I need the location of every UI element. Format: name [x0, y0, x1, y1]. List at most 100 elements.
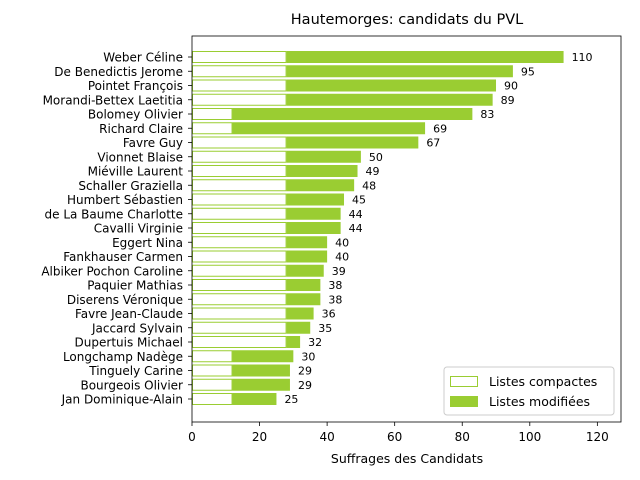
data-label: 49 — [366, 165, 380, 178]
bar-compact — [192, 108, 233, 120]
data-label: 30 — [301, 350, 315, 363]
bar-compact — [192, 122, 233, 135]
x-tick-label: 0 — [188, 430, 196, 444]
bar-modified — [286, 236, 328, 249]
bar-compact — [192, 364, 233, 377]
bar-compact — [192, 193, 287, 206]
y-tick-label: Bolomey Olivier — [88, 108, 183, 122]
plot-area: 110 Weber Céline 95 De Benedictis Jerome 90 P… — [41, 35, 622, 444]
bar-compact — [192, 236, 287, 249]
data-label: 29 — [298, 379, 312, 392]
data-label: 25 — [284, 393, 298, 406]
data-label: 29 — [298, 365, 312, 378]
y-tick-label: Humbert Sébastien — [67, 193, 183, 207]
data-label: 95 — [521, 65, 535, 78]
y-tick-label: Miéville Laurent — [88, 165, 184, 179]
data-label: 38 — [328, 279, 342, 292]
y-tick-label: Pointet François — [88, 79, 183, 93]
x-axis-label: Suffrages des Candidats — [331, 451, 483, 466]
data-label: 44 — [349, 222, 363, 235]
bar-compact — [192, 136, 287, 149]
y-tick-label: Diserens Véronique — [67, 293, 183, 307]
data-label: 48 — [362, 179, 376, 192]
bar-compact — [192, 378, 233, 391]
bar-compact — [192, 393, 233, 405]
y-tick-label: Vionnet Blaise — [97, 150, 183, 164]
y-tick-label: Favre Guy — [123, 136, 183, 150]
y-tick-label: de La Baume Charlotte — [45, 207, 184, 221]
legend: Listes compactes Listes modifiées — [443, 366, 615, 416]
bar-modified — [286, 222, 341, 234]
bar-modified — [232, 108, 473, 120]
bar-compact — [192, 93, 287, 106]
data-label: 39 — [332, 265, 346, 278]
bar-modified — [232, 350, 294, 363]
axes-frame — [191, 35, 622, 423]
data-label: 35 — [318, 322, 332, 335]
bar-modified — [232, 364, 290, 377]
bar-compact — [192, 65, 287, 78]
y-tick-label: Jaccard Sylvain — [91, 321, 183, 335]
data-label: 40 — [335, 251, 349, 264]
bar-compact — [192, 321, 287, 334]
data-label: 45 — [352, 194, 366, 207]
bar-compact — [192, 350, 233, 363]
data-label: 40 — [335, 236, 349, 249]
bar-compact — [192, 51, 287, 63]
y-tick-label: Dupertuis Michael — [75, 336, 183, 350]
y-tick-label: Richard Claire — [99, 122, 183, 136]
bar-modified — [286, 207, 341, 220]
y-tick-label: Jan Dominique-Alain — [61, 393, 183, 407]
y-tick-label: Fankhauser Carmen — [63, 250, 183, 264]
data-label: 32 — [308, 336, 322, 349]
bar-compact — [192, 264, 287, 277]
data-label: 90 — [504, 80, 518, 93]
legend-swatch-modified — [450, 396, 478, 407]
bar-modified — [286, 51, 564, 63]
x-tick-label: 40 — [319, 430, 334, 444]
bar-modified — [286, 150, 361, 163]
y-tick-label: Schaller Graziella — [78, 179, 183, 193]
legend-box — [443, 366, 615, 416]
bar-modified — [286, 65, 513, 78]
bar-compact — [192, 293, 287, 306]
bar-compact — [192, 165, 287, 177]
y-tick-label: Bourgeois Olivier — [80, 378, 183, 392]
data-label: 44 — [349, 208, 363, 221]
data-label: 67 — [426, 137, 440, 150]
x-tick-label: 20 — [252, 430, 267, 444]
data-label: 89 — [501, 94, 515, 107]
bar-compact — [192, 307, 287, 320]
data-label: 69 — [433, 122, 447, 135]
bar-compact — [192, 79, 287, 92]
bar-modified — [286, 93, 493, 106]
bar-compact — [192, 179, 287, 192]
y-tick-label: Cavalli Virginie — [94, 222, 183, 236]
data-label: 83 — [480, 108, 494, 121]
bar-modified — [286, 165, 358, 177]
bar-modified — [232, 393, 277, 405]
bar-compact — [192, 222, 287, 234]
data-label: 38 — [328, 293, 342, 306]
bar-compact — [192, 250, 287, 263]
y-tick-label: Morandi-Bettex Laetitia — [43, 93, 183, 107]
bar-modified — [232, 122, 426, 135]
bar-compact — [192, 150, 287, 163]
chart-title: Hautemorges: candidats du PVL — [291, 12, 523, 28]
bar-modified — [232, 378, 290, 391]
data-label: 36 — [322, 308, 336, 321]
legend-swatch-compact — [450, 376, 478, 387]
x-tick-label: 80 — [455, 430, 470, 444]
y-tick-label: De Benedictis Jerome — [54, 65, 183, 79]
bar-modified — [286, 250, 328, 263]
x-tick-label: 120 — [586, 430, 609, 444]
y-tick-label: Paquier Mathias — [87, 279, 183, 293]
x-tick-label: 100 — [518, 430, 541, 444]
bar-modified — [286, 307, 314, 320]
bar-modified — [286, 136, 419, 149]
y-tick-label: Eggert Nina — [112, 236, 183, 250]
bar-modified — [286, 79, 497, 92]
legend-label-compact: Listes compactes — [489, 374, 597, 389]
bar-modified — [286, 293, 321, 306]
